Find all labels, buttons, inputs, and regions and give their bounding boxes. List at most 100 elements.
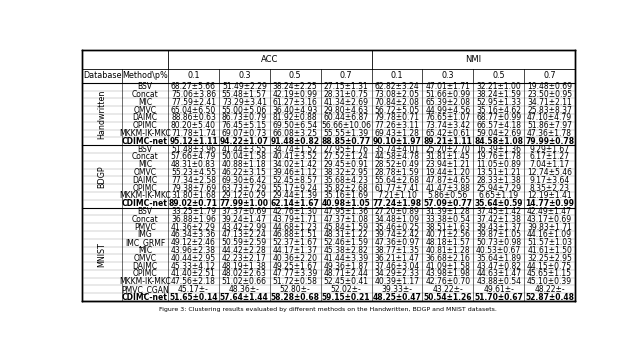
Text: 23.50±0.95: 23.50±0.95 (527, 90, 572, 99)
Text: 39.43±1.37: 39.43±1.37 (476, 222, 521, 232)
Text: 35.68±4.23: 35.68±4.23 (324, 176, 369, 185)
Text: 48.02±2.63: 48.02±2.63 (222, 269, 267, 278)
Text: 43.98±1.98: 43.98±1.98 (426, 269, 470, 278)
Text: 35.16±4.62: 35.16±4.62 (476, 106, 521, 115)
Text: 45.17±-: 45.17±- (178, 285, 209, 294)
Text: 40.88±1.18: 40.88±1.18 (222, 160, 267, 169)
Text: 39.87±1.05: 39.87±1.05 (476, 230, 521, 239)
Text: 91.48±0.82: 91.48±0.82 (271, 137, 320, 146)
Text: 69.07±0.73: 69.07±0.73 (221, 129, 267, 138)
Text: 40.53±0.67: 40.53±0.67 (476, 246, 522, 255)
Text: 75.06±3.86: 75.06±3.86 (171, 90, 216, 99)
Text: Concat: Concat (132, 215, 158, 224)
Text: 49.61±-: 49.61±- (483, 285, 514, 294)
Text: 12.19±1.41: 12.19±1.41 (527, 191, 572, 200)
Text: 33.38±0.54: 33.38±0.54 (425, 215, 470, 224)
Text: 40.44±2.95: 40.44±2.95 (171, 254, 216, 263)
Text: 71.78±1.74: 71.78±1.74 (171, 129, 216, 138)
Text: 63.73±7.29: 63.73±7.29 (222, 184, 267, 193)
Text: 55.64±2.68: 55.64±2.68 (374, 176, 419, 185)
Text: 0.5: 0.5 (289, 71, 301, 80)
Text: 41.47±3.88: 41.47±3.88 (426, 184, 470, 193)
Text: 51.02±0.66: 51.02±0.66 (222, 277, 267, 286)
Text: 45.10±0.39: 45.10±0.39 (527, 277, 572, 286)
Text: 9.29±1.67: 9.29±1.67 (529, 145, 570, 153)
Text: 48.71±2.44: 48.71±2.44 (324, 269, 369, 278)
Text: MIC: MIC (138, 246, 152, 255)
Text: 41.44±3.39: 41.44±3.39 (324, 254, 369, 263)
Text: 52.37±1.67: 52.37±1.67 (273, 238, 317, 247)
Text: 6.17±1.27: 6.17±1.27 (529, 152, 570, 162)
Text: MIC: MIC (138, 98, 152, 107)
Text: 84.58±1.08: 84.58±1.08 (474, 137, 524, 146)
Text: 46.22±3.15: 46.22±3.15 (222, 168, 267, 177)
Text: 28.52±0.49: 28.52±0.49 (374, 160, 419, 169)
Text: DAIMC: DAIMC (132, 113, 157, 122)
Text: 49.25±1.67: 49.25±1.67 (273, 262, 317, 271)
Text: 40.36±2.20: 40.36±2.20 (273, 254, 317, 263)
Text: 51.65±0.14: 51.65±0.14 (169, 293, 218, 302)
Text: 29.12±0.29: 29.12±0.29 (222, 191, 267, 200)
Text: CDIMC-net: CDIMC-net (122, 199, 168, 208)
Text: 95.12±1.11: 95.12±1.11 (169, 137, 218, 146)
Text: 39.33±-: 39.33±- (381, 285, 412, 294)
Text: CDIMC-net: CDIMC-net (122, 137, 168, 146)
Text: PMVC_CGAN: PMVC_CGAN (121, 285, 169, 294)
Text: 73.29±3.41: 73.29±3.41 (222, 98, 267, 107)
Text: MKKM-IK-MKC: MKKM-IK-MKC (119, 277, 171, 286)
Text: 55.48±1.57: 55.48±1.57 (222, 90, 267, 99)
Text: BSV: BSV (138, 82, 152, 91)
Text: 42.19±0.99: 42.19±0.99 (273, 90, 317, 99)
Text: 73.74±3.42: 73.74±3.42 (425, 121, 470, 130)
Text: IMC_GRMF: IMC_GRMF (125, 238, 165, 247)
Text: PMVC: PMVC (134, 222, 156, 232)
Text: 34.48±1.09: 34.48±1.09 (374, 215, 419, 224)
Text: 49.36±1.87: 49.36±1.87 (324, 262, 369, 271)
Text: 25.83±8.37: 25.83±8.37 (527, 106, 572, 115)
Text: OPIMC: OPIMC (132, 184, 157, 193)
Text: 39.24±1.47: 39.24±1.47 (222, 215, 267, 224)
Text: 0.3: 0.3 (238, 71, 251, 80)
Text: 60.44±6.87: 60.44±6.87 (324, 113, 369, 122)
Text: 45.65±1.15: 45.65±1.15 (527, 269, 572, 278)
Text: 44.68±1.23: 44.68±1.23 (273, 222, 317, 232)
Text: 47.87±4.65: 47.87±4.65 (425, 176, 470, 185)
Text: 34.74±1.52: 34.74±1.52 (273, 145, 317, 153)
Text: 66.08±3.25: 66.08±3.25 (273, 129, 317, 138)
Text: Figure 3: Clustering results evaluated by different methods on the Handwritten, : Figure 3: Clustering results evaluated b… (159, 307, 497, 312)
Text: 45.38±2.82: 45.38±2.82 (324, 246, 369, 255)
Text: 52.80±-: 52.80±- (280, 285, 310, 294)
Text: 48.36±-: 48.36±- (229, 285, 260, 294)
Text: 38.51±1.63: 38.51±1.63 (426, 222, 470, 232)
Text: 70.84±2.08: 70.84±2.08 (374, 98, 419, 107)
Text: 35.74±4.01: 35.74±4.01 (374, 145, 420, 153)
Text: 25.94±7.29: 25.94±7.29 (476, 184, 521, 193)
Text: MNIST: MNIST (98, 242, 107, 267)
Text: 48.31±0.83: 48.31±0.83 (171, 160, 216, 169)
Text: 41.36±2.29: 41.36±2.29 (171, 222, 216, 232)
Text: 51.86±7.97: 51.86±7.97 (527, 121, 572, 130)
Text: 38.24±2.25: 38.24±2.25 (273, 82, 317, 91)
Text: 27.15±1.31: 27.15±1.31 (324, 82, 369, 91)
Text: 42.23±2.17: 42.23±2.17 (222, 254, 267, 263)
Text: 62.14±1.67: 62.14±1.67 (271, 199, 319, 208)
Text: 79.99±0.78: 79.99±0.78 (525, 137, 574, 146)
Text: 57.64±1.44: 57.64±1.44 (220, 293, 269, 302)
Text: 13.51±1.21: 13.51±1.21 (476, 168, 521, 177)
Text: 69.30±6.42: 69.30±6.42 (222, 176, 267, 185)
Text: 28.31±0.75: 28.31±0.75 (324, 90, 369, 99)
Text: 8.35±2.23: 8.35±2.23 (529, 184, 570, 193)
Text: 48.22±-: 48.22±- (534, 285, 565, 294)
Text: 50.54±1.26: 50.54±1.26 (424, 293, 472, 302)
Text: 0.7: 0.7 (543, 71, 556, 80)
Text: 69.43±1.28: 69.43±1.28 (374, 129, 419, 138)
Text: 6.65±1.19: 6.65±1.19 (479, 191, 519, 200)
Text: 65.39±2.08: 65.39±2.08 (426, 98, 470, 107)
Text: 46.88±1.51: 46.88±1.51 (273, 230, 317, 239)
Text: 27.95±1.76: 27.95±1.76 (324, 145, 369, 153)
Text: 52.45±0.41: 52.45±0.41 (324, 277, 369, 286)
Text: 81.92±0.88: 81.92±0.88 (273, 113, 317, 122)
Text: CDIMC-net: CDIMC-net (122, 293, 168, 302)
Text: 27.52±1.24: 27.52±1.24 (324, 152, 369, 162)
Text: 40.98±1.05: 40.98±1.05 (322, 199, 371, 208)
